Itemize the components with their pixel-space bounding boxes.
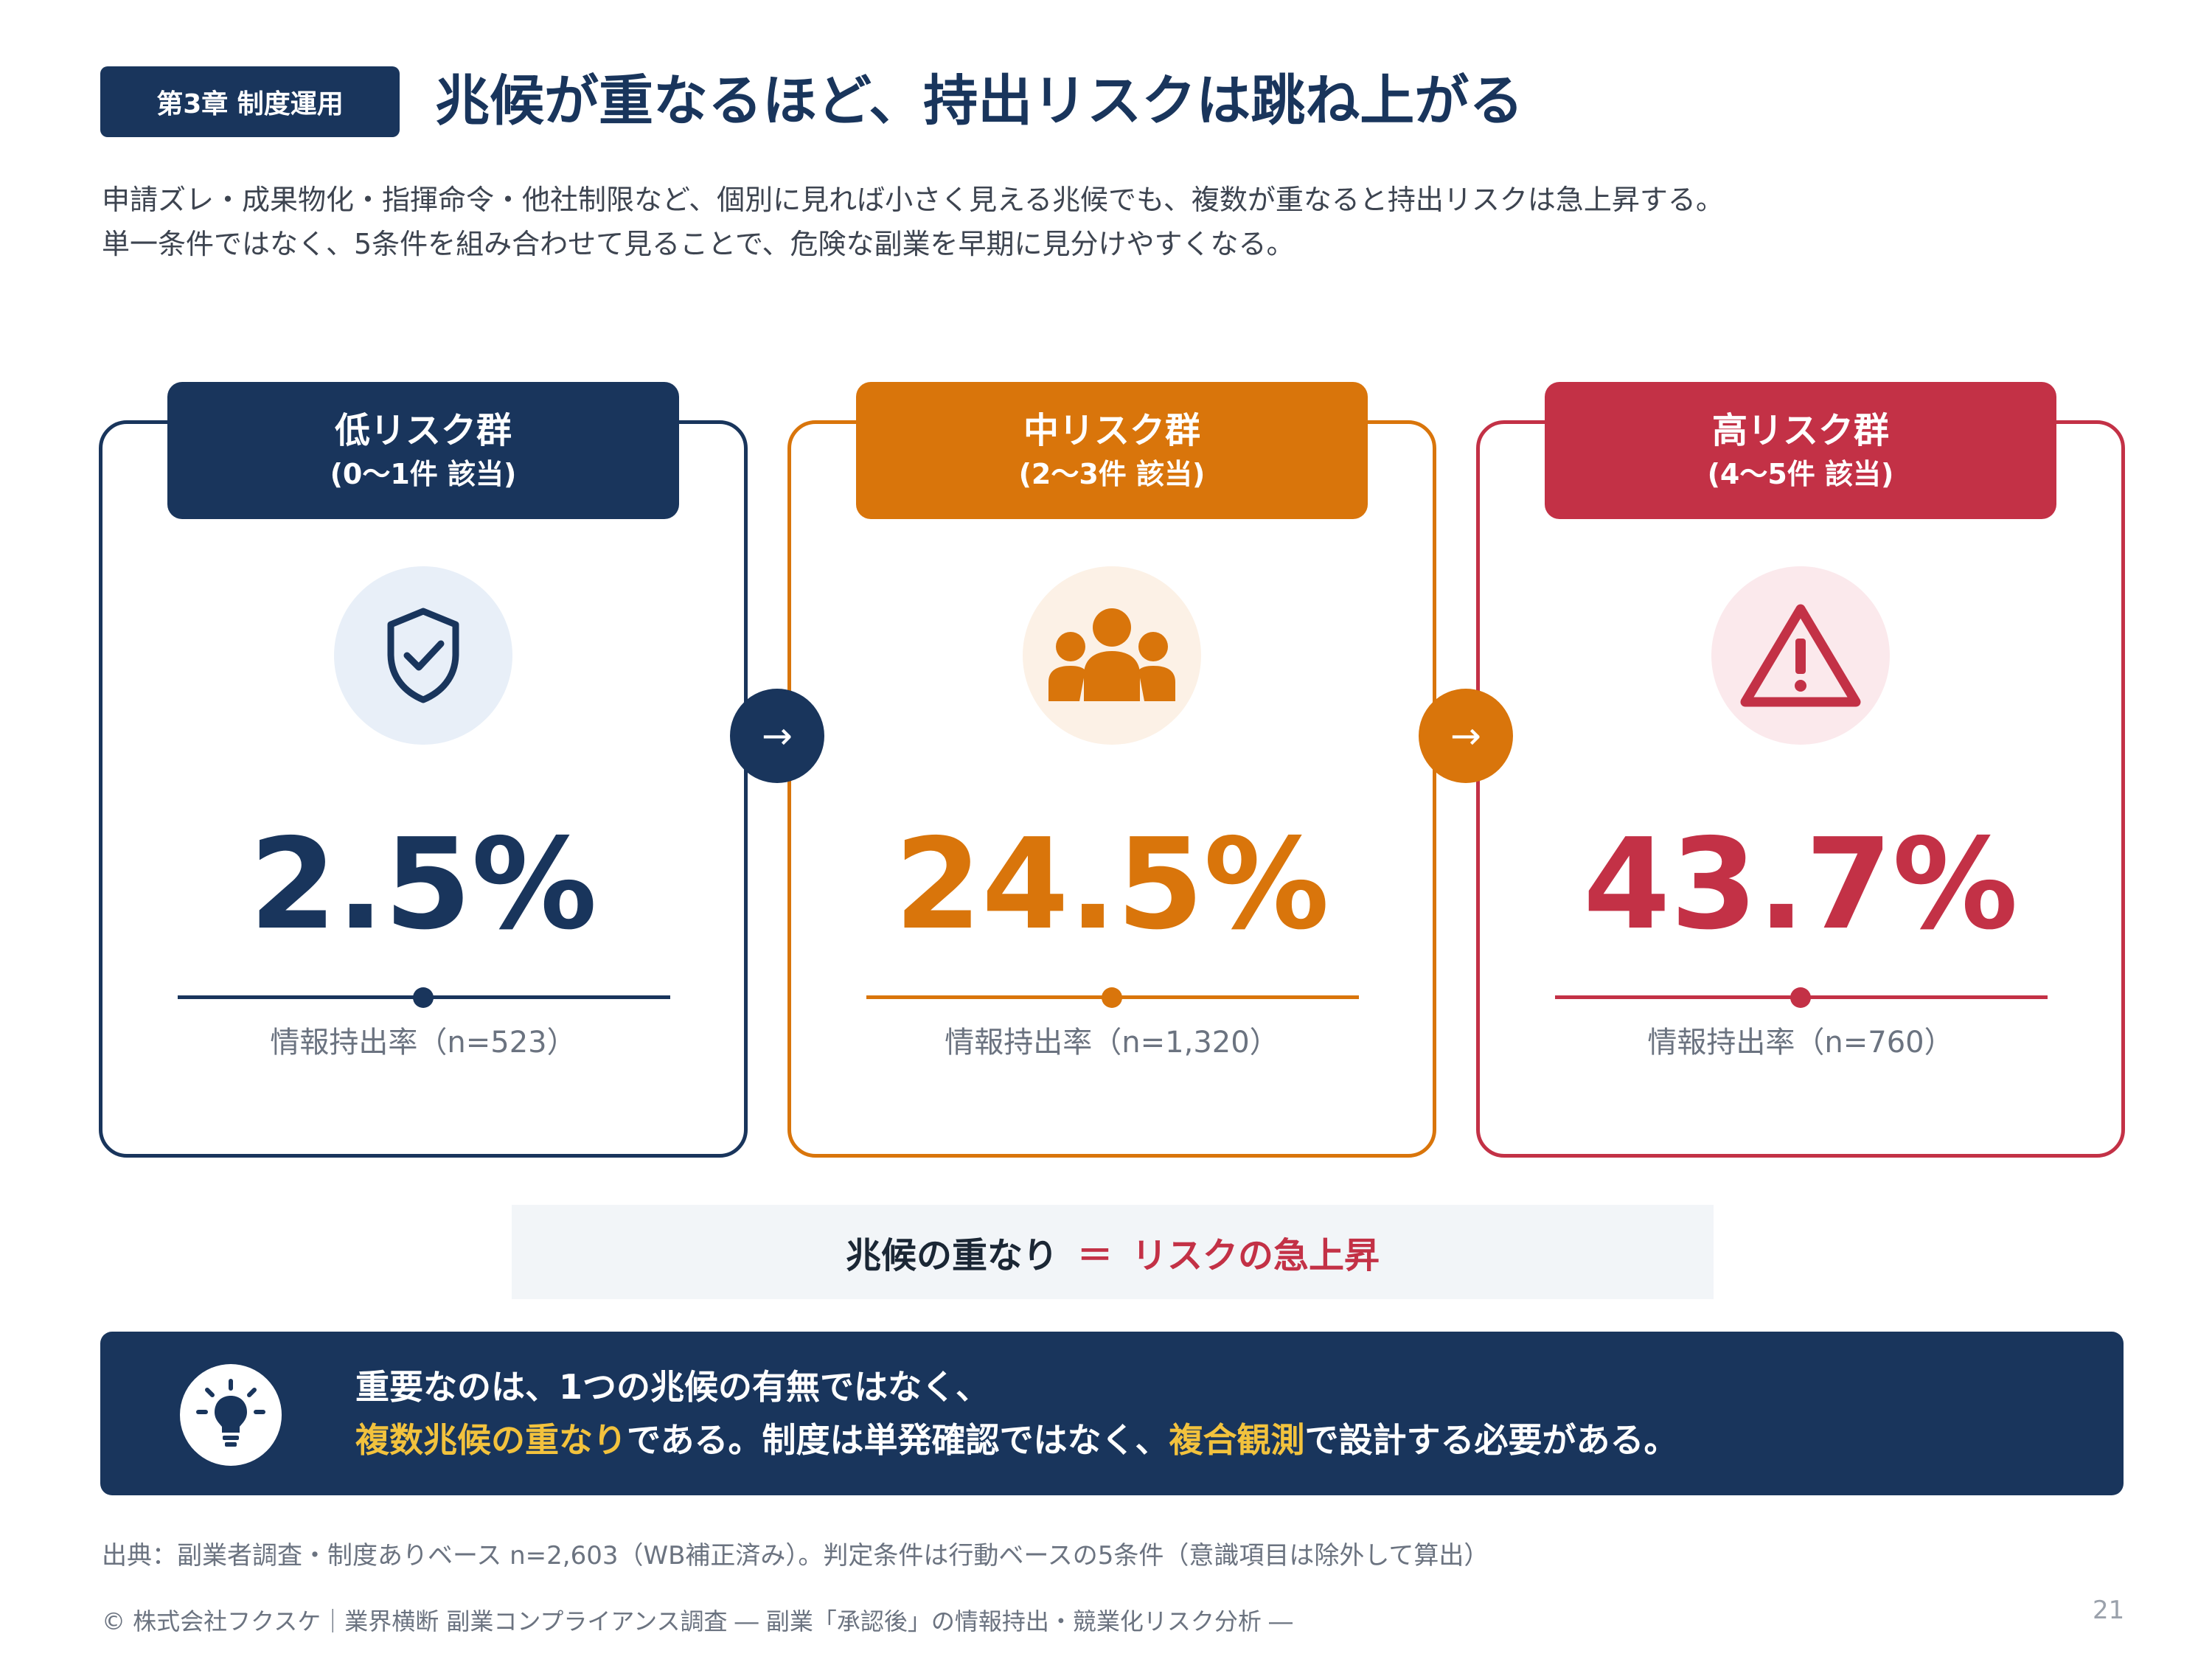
insight-highlight-1: 複数兆候の重なり — [355, 1420, 627, 1460]
source-note: 出典：副業者調査・制度ありベース n=2,603（WB補正済み）。判定条件は行動… — [102, 1541, 1489, 1571]
low-risk-value: 2.5% — [249, 812, 597, 958]
medium-risk-dot — [1102, 987, 1122, 1008]
low-risk-dot — [413, 987, 434, 1008]
equation-equals: ＝ — [1077, 1235, 1113, 1276]
chapter-badge: 第3章 制度運用 — [100, 66, 400, 137]
low-risk-card — [99, 420, 748, 1158]
page-number: 21 — [2093, 1596, 2125, 1625]
shield-check-icon — [387, 608, 459, 703]
insight-end: で設計する必要がある。 — [1304, 1420, 1678, 1460]
insight-mid: である。制度は単発確認ではなく、 — [627, 1420, 1169, 1460]
lightbulb-icon — [196, 1379, 265, 1447]
high-risk-header: 高リスク群 (4〜5件 該当) — [1545, 382, 2056, 519]
medium-risk-value: 24.5% — [894, 812, 1329, 958]
low-risk-title: 低リスク群 — [334, 410, 512, 451]
low-risk-label: 情報持出率（n=523） — [270, 1026, 577, 1060]
arrow-right-icon: → — [1419, 689, 1513, 783]
medium-risk-header: 中リスク群 (2〜3件 該当) — [856, 382, 1368, 519]
medium-risk-label: 情報持出率（n=1,320） — [945, 1026, 1279, 1060]
low-risk-subtitle: (0〜1件 該当) — [330, 458, 517, 490]
people-group-icon — [1048, 608, 1175, 701]
insight-box — [100, 1332, 2124, 1495]
arrow-right-icon: → — [730, 689, 824, 783]
low-risk-icon-circle — [334, 566, 512, 745]
medium-risk-card — [787, 420, 1436, 1158]
equation-right: リスクの急上昇 — [1132, 1235, 1380, 1276]
high-risk-dot — [1790, 987, 1811, 1008]
high-risk-label: 情報持出率（n=760） — [1647, 1026, 1954, 1060]
insight-highlight-2: 複合観測 — [1169, 1420, 1305, 1460]
medium-risk-title: 中リスク群 — [1023, 410, 1200, 451]
high-risk-title: 高リスク群 — [1711, 410, 1889, 451]
insight-line-2: 複数兆候の重なりである。制度は単発確認ではなく、複合観測で設計する必要がある。 — [355, 1416, 1678, 1464]
insight-line-1: 重要なのは、1つの兆候の有無ではなく、 — [355, 1367, 990, 1407]
low-risk-header: 低リスク群 (0〜1件 該当) — [167, 382, 679, 519]
equation-left: 兆候の重なり — [845, 1235, 1058, 1276]
page-title: 兆候が重なるほど、持出リスクは跳ね上がる — [435, 69, 1524, 133]
warning-triangle-icon — [1740, 604, 1861, 707]
lead-line-1: 申請ズレ・成果物化・指揮命令・他社制限など、個別に見れば小さく見える兆候でも、複… — [102, 184, 1724, 216]
equation-banner: 兆候の重なり ＝ リスクの急上昇 — [512, 1205, 1714, 1299]
high-risk-subtitle: (4〜5件 該当) — [1707, 458, 1894, 490]
high-risk-value: 43.7% — [1583, 812, 2018, 958]
high-risk-icon-circle — [1711, 566, 1890, 745]
footer-copyright: © 株式会社フクスケ｜業界横断 副業コンプライアンス調査 ― 副業「承認後」の情… — [102, 1607, 1293, 1635]
lightbulb-icon-circle — [180, 1364, 282, 1466]
medium-risk-icon-circle — [1023, 566, 1201, 745]
lead-line-2: 単一条件ではなく、5条件を組み合わせて見ることで、危険な副業を早期に見分けやすく… — [102, 228, 1295, 260]
medium-risk-subtitle: (2〜3件 該当) — [1018, 458, 1206, 490]
